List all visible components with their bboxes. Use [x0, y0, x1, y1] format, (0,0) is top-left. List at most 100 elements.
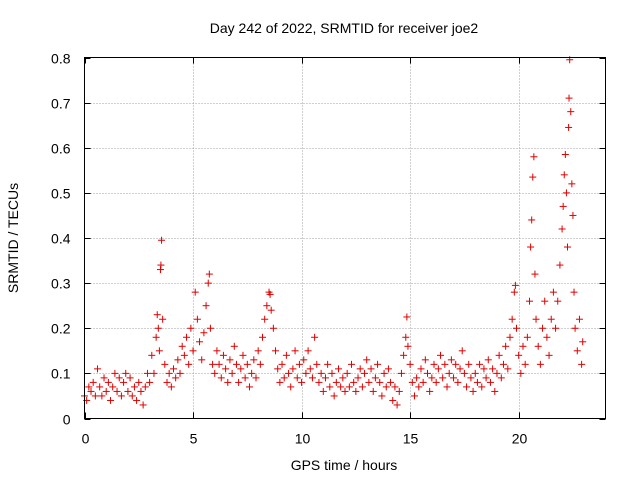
data-point	[202, 302, 210, 310]
data-point	[135, 378, 143, 386]
data-point	[308, 374, 316, 382]
data-point	[155, 347, 163, 355]
data-point	[137, 387, 145, 395]
data-point	[215, 360, 223, 368]
data-point	[263, 302, 271, 310]
data-point	[205, 270, 213, 278]
data-point	[482, 374, 490, 382]
data-point	[107, 396, 115, 404]
data-point	[291, 347, 299, 355]
data-point	[432, 378, 440, 386]
data-point	[408, 378, 416, 386]
data-point	[98, 392, 106, 400]
data-point	[441, 360, 449, 368]
data-point	[486, 378, 494, 386]
data-point	[158, 236, 166, 244]
y-tick-label: 0.6	[51, 141, 71, 157]
data-point	[384, 365, 392, 373]
data-point	[508, 315, 516, 323]
data-point	[170, 365, 178, 373]
data-point	[554, 297, 562, 305]
data-point	[419, 378, 427, 386]
data-point	[523, 333, 531, 341]
data-point	[141, 383, 149, 391]
data-point	[174, 356, 182, 364]
data-point	[241, 374, 249, 382]
data-point	[560, 171, 568, 179]
data-point	[395, 387, 403, 395]
data-point	[256, 360, 264, 368]
data-point	[267, 306, 275, 314]
data-point	[217, 374, 225, 382]
data-point	[476, 360, 484, 368]
data-point	[380, 369, 388, 377]
data-point	[371, 374, 379, 382]
data-point	[504, 365, 512, 373]
data-point	[180, 351, 188, 359]
data-point	[165, 369, 173, 377]
data-point	[445, 369, 453, 377]
data-point	[120, 378, 128, 386]
data-point	[402, 333, 410, 341]
data-point	[232, 360, 240, 368]
data-point	[397, 369, 405, 377]
data-point	[224, 378, 232, 386]
x-tick-label: 15	[403, 431, 419, 447]
data-point	[423, 369, 431, 377]
data-point	[189, 347, 197, 355]
data-point	[87, 387, 95, 395]
data-point	[565, 94, 573, 102]
data-point	[115, 374, 123, 382]
chart-title: Day 242 of 2022, SRMTID for receiver joe…	[210, 20, 479, 36]
data-point	[558, 225, 566, 233]
data-point	[311, 333, 319, 341]
data-point	[261, 315, 269, 323]
x-tick-label: 0	[82, 431, 90, 447]
data-point	[339, 374, 347, 382]
data-point	[94, 365, 102, 373]
data-point	[575, 315, 583, 323]
data-point	[465, 360, 473, 368]
data-point	[117, 392, 125, 400]
data-point	[282, 351, 290, 359]
data-point	[439, 374, 447, 382]
data-point	[497, 374, 505, 382]
data-point	[259, 333, 267, 341]
data-point	[200, 329, 208, 337]
data-point	[413, 374, 421, 382]
data-point	[319, 387, 327, 395]
data-point	[143, 369, 151, 377]
data-point	[517, 369, 525, 377]
data-point	[345, 383, 353, 391]
data-point	[415, 383, 423, 391]
y-tick-label: 0.2	[51, 321, 71, 337]
data-point	[528, 216, 536, 224]
data-point	[564, 243, 572, 251]
x-tick-label: 5	[190, 431, 198, 447]
data-point	[191, 288, 199, 296]
data-point	[334, 365, 342, 373]
data-point	[348, 360, 356, 368]
data-point	[252, 374, 260, 382]
data-point	[376, 378, 384, 386]
data-point	[539, 324, 547, 332]
data-point	[452, 360, 460, 368]
y-tick-label: 0	[63, 412, 71, 428]
data-point	[146, 378, 154, 386]
data-point	[213, 347, 221, 355]
y-tick-label: 0.1	[51, 366, 71, 382]
data-point	[269, 324, 277, 332]
x-axis-label: GPS time / hours	[291, 457, 398, 473]
data-point	[519, 342, 527, 350]
data-point	[96, 383, 104, 391]
data-point	[228, 369, 236, 377]
y-tick-label: 0.8	[51, 51, 71, 67]
data-point	[511, 281, 519, 289]
y-axis-label: SRMTID / TECUs	[5, 183, 21, 293]
data-point	[578, 360, 586, 368]
data-point	[430, 360, 438, 368]
data-point	[536, 360, 544, 368]
data-point	[185, 360, 193, 368]
data-point	[495, 351, 503, 359]
data-point	[579, 338, 587, 346]
